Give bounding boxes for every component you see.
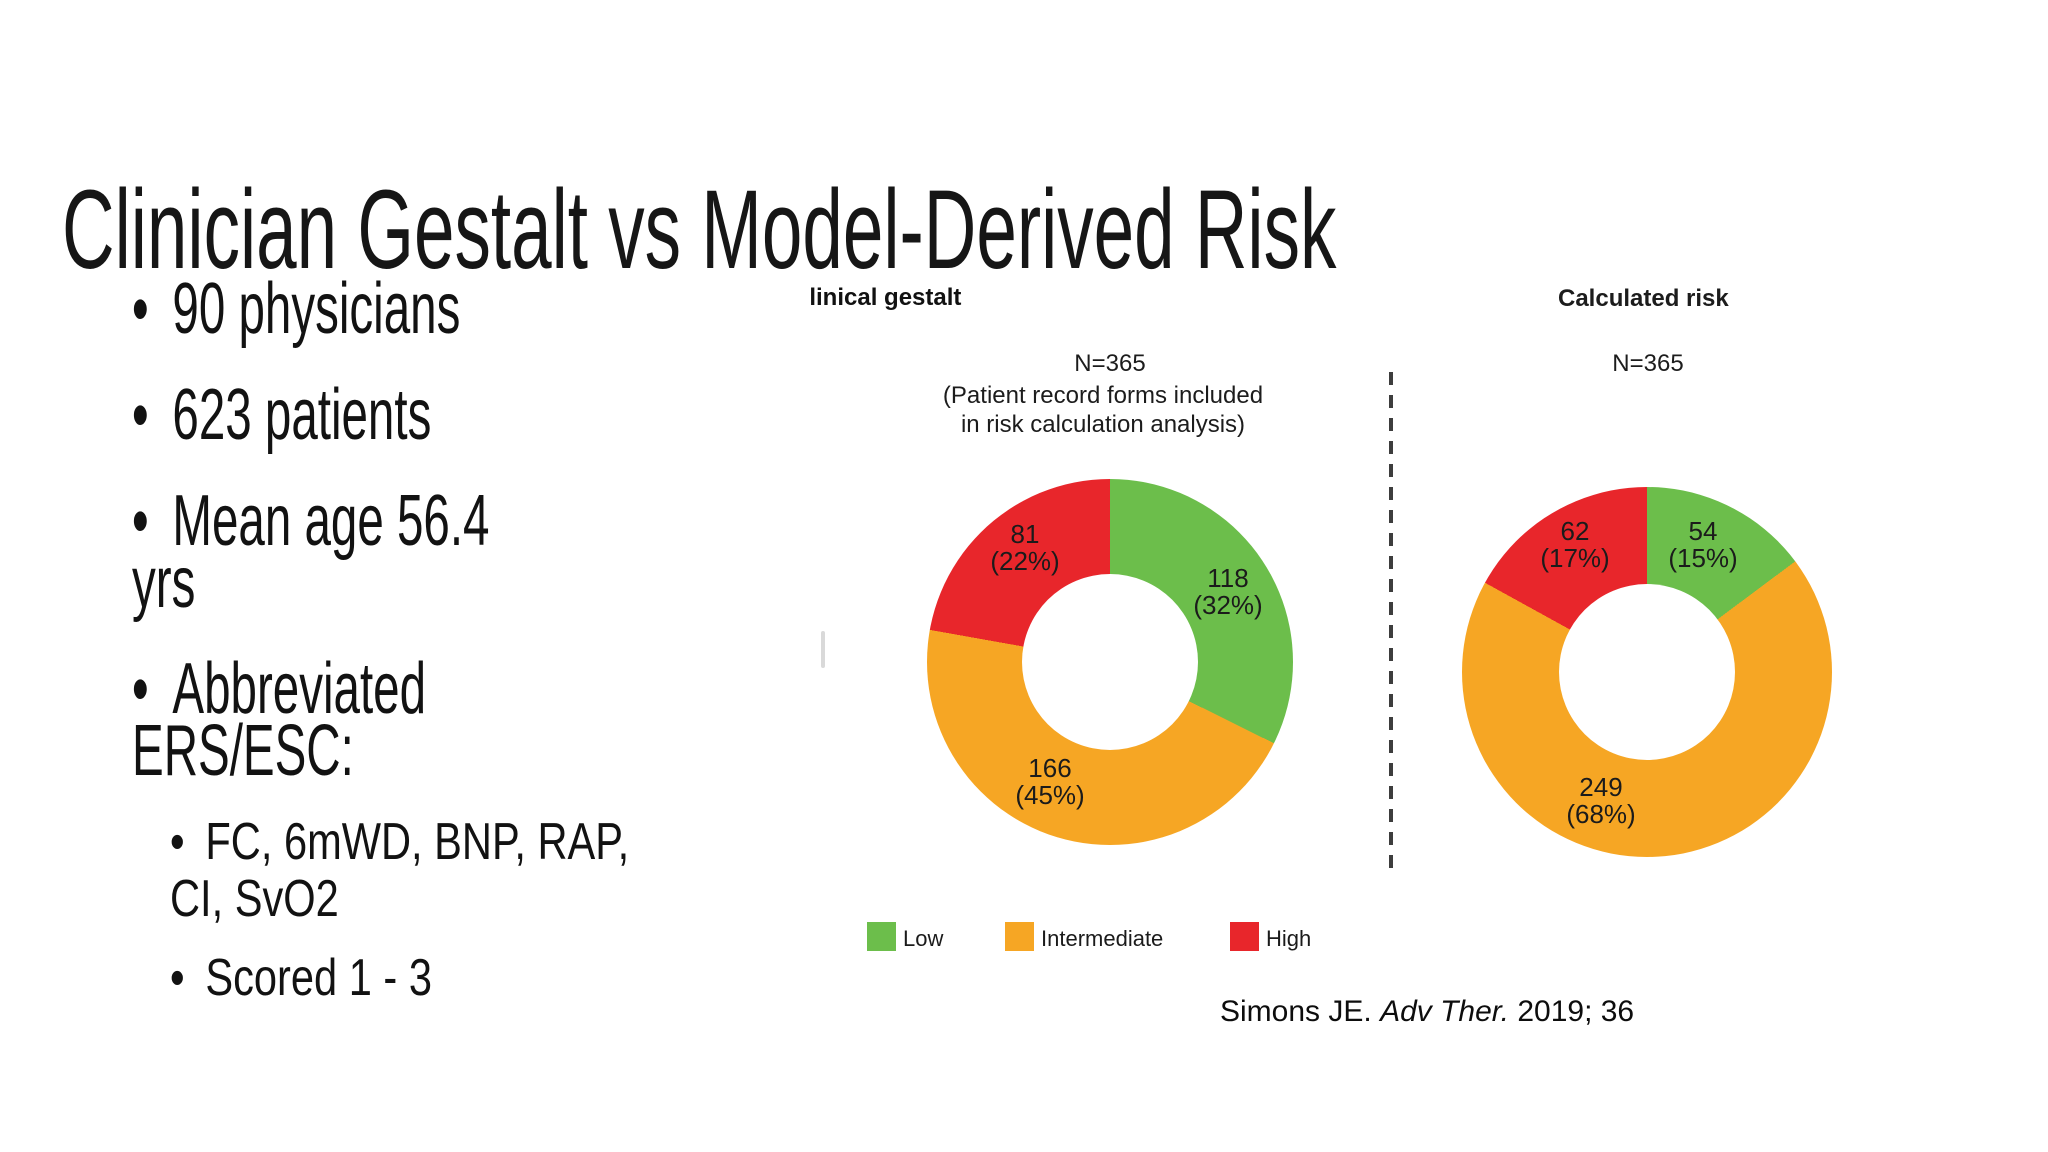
left-chart-note: (Patient record forms included in risk c…	[942, 382, 1264, 438]
sub-bullet-parameters: FC, 6mWD, BNP, RAP, CI, SvO2	[156, 814, 758, 940]
legend-label-intermediate: Intermediate	[1041, 926, 1164, 951]
right-donut-low-label: 54 (15%)	[1668, 516, 1738, 573]
left-chart-header-clip: Clinical gestalt	[809, 283, 1029, 319]
citation-year: 2019; 36	[1509, 995, 1635, 1028]
left-chart-n-label: N=365	[1074, 350, 1146, 377]
legend-swatch-high	[1230, 922, 1259, 951]
right-chart-header: Calculated risk	[1558, 285, 1729, 312]
dashed-separator-line	[1389, 372, 1393, 870]
right-donut-high-label: 62 (17%)	[1540, 516, 1610, 573]
stray-mark-artifact	[821, 631, 825, 668]
bullet-item-patients: 623 patients	[118, 379, 758, 466]
donut-chart-calculated-risk	[1462, 487, 1832, 857]
sub-bullet-scored: Scored 1 - 3	[156, 950, 758, 1019]
citation-journal: Adv Ther.	[1380, 995, 1509, 1028]
legend-swatch-intermediate	[1005, 922, 1034, 951]
legend-label-high: High	[1266, 926, 1312, 951]
right-chart-n-label: N=365	[1612, 350, 1684, 377]
bullet-item-abbreviated: Abbreviated ERS/ESC:	[118, 653, 758, 802]
legend-label-low: Low	[903, 926, 944, 951]
sub-bullet-list: FC, 6mWD, BNP, RAP, CI, SvO2 Scored 1 - …	[118, 814, 758, 1019]
bullet-item-physicians: 90 physicians	[118, 273, 758, 360]
left-donut-high-label: 81 (22%)	[990, 519, 1060, 576]
legend-swatch-low	[867, 922, 896, 951]
left-donut-low-label: 118 (32%)	[1193, 563, 1263, 620]
bullet-list: 90 physicians 623 patients Mean age 56.4…	[118, 273, 758, 1029]
citation-authors: Simons JE.	[1220, 995, 1381, 1028]
left-donut-intermediate-label: 166 (45%)	[1015, 753, 1085, 810]
right-donut-intermediate-label: 249 (68%)	[1566, 772, 1636, 829]
citation: Simons JE. Adv Ther. 2019; 36	[1220, 994, 1634, 1030]
left-chart-header: Clinical gestalt	[809, 284, 962, 311]
donut-chart-clinical-gestalt	[927, 479, 1293, 845]
bullet-item-mean-age: Mean age 56.4 yrs	[118, 485, 758, 634]
